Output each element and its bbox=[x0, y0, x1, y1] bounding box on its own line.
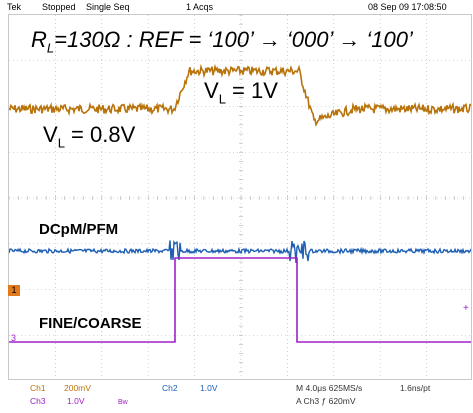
title-r: R bbox=[31, 27, 47, 52]
ch1-scale: 200mV bbox=[64, 383, 91, 393]
vl2-rest: = 0.8V bbox=[64, 122, 136, 147]
vl-low-annotation: VL = 0.8V bbox=[43, 122, 135, 150]
ch3-ground-marker[interactable]: 3 bbox=[11, 333, 17, 343]
acq-mode: Single Seq bbox=[86, 2, 130, 12]
ch3-name: Ch3 bbox=[30, 396, 46, 406]
fine-coarse-label: FINE/COARSE bbox=[39, 315, 142, 332]
ch1-trace bbox=[9, 63, 471, 128]
vl2-v: V bbox=[43, 122, 58, 147]
acq-status: Stopped bbox=[42, 2, 76, 12]
cursor-marker: + bbox=[463, 303, 469, 314]
acq-count: 1 Acqs bbox=[186, 2, 214, 12]
title-annotation: RL=130Ω : REF = ‘100’ → ‘000’ → ‘100’ bbox=[31, 27, 413, 55]
brand-label: Tek bbox=[7, 2, 22, 12]
vl1-v: V bbox=[204, 78, 219, 103]
vl1-sub: L bbox=[218, 91, 226, 107]
datetime-stamp: 08 Sep 09 17:08:50 bbox=[368, 2, 447, 12]
bandwidth-limit: Bw bbox=[118, 399, 128, 406]
title-r-sub: L bbox=[46, 40, 55, 56]
scope-screen: + RL=130Ω : REF = ‘100’ → ‘000’ → ‘100’ … bbox=[8, 14, 472, 380]
vl-high-annotation: VL = 1V bbox=[204, 78, 278, 106]
title-rest: =130Ω : REF = ‘100’ → ‘000’ → ‘100’ bbox=[54, 27, 413, 52]
dcpm-label: DCpM/PFM bbox=[39, 221, 119, 238]
ch1-name: Ch1 bbox=[30, 383, 46, 393]
ch1-ground-marker[interactable]: 1 bbox=[8, 285, 20, 296]
trigger-setting: A Ch3 ƒ 620mV bbox=[296, 396, 356, 406]
sample-interval: 1.6ns/pt bbox=[400, 383, 431, 393]
ch2-name: Ch2 bbox=[162, 383, 178, 393]
timebase: M 4.0μs 625MS/s bbox=[296, 383, 363, 393]
ch2-trace bbox=[9, 239, 471, 263]
ch2-scale: 1.0V bbox=[200, 383, 218, 393]
vl2-sub: L bbox=[57, 135, 65, 151]
vl1-rest: = 1V bbox=[225, 78, 278, 103]
ch3-scale: 1.0V bbox=[67, 396, 85, 406]
ch3-trace bbox=[9, 257, 471, 343]
waveform-plot: + bbox=[9, 15, 471, 379]
